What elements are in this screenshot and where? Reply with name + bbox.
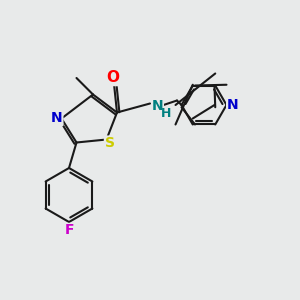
Text: F: F — [64, 224, 74, 237]
Text: N: N — [51, 112, 63, 125]
Text: S: S — [104, 136, 115, 150]
Text: N: N — [227, 98, 238, 112]
Text: N: N — [152, 100, 163, 113]
Text: H: H — [160, 106, 171, 120]
Text: O: O — [106, 70, 119, 86]
